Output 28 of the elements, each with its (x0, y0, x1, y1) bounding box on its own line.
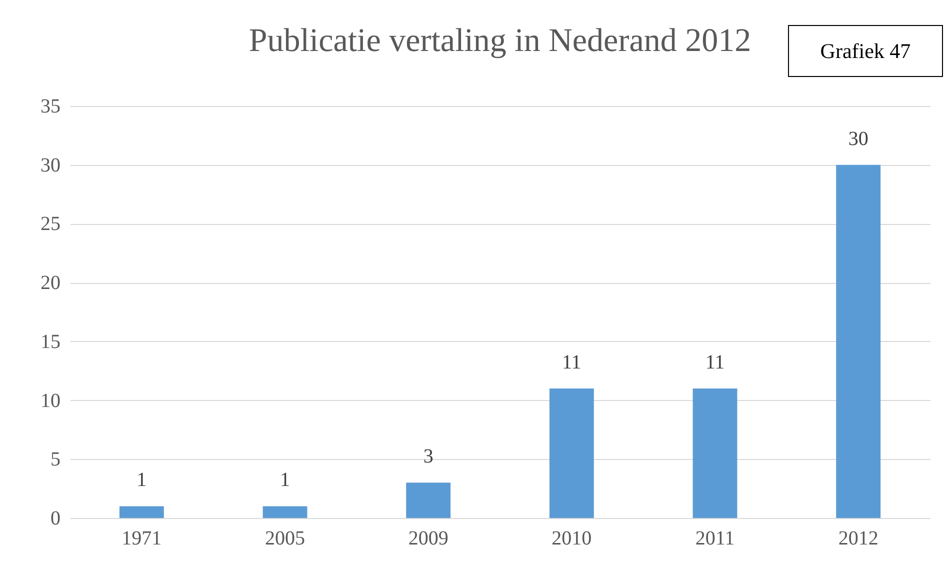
chart-title: Publicatie vertaling in Nederand 2012 (248, 23, 752, 59)
bar (406, 482, 451, 518)
data-label: 1 (280, 469, 290, 492)
y-tick-label: 25 (40, 213, 60, 236)
y-tick-label: 5 (50, 448, 60, 471)
data-label: 11 (562, 352, 582, 374)
x-tick-label: 1971 (122, 528, 162, 550)
bar (692, 388, 738, 518)
bar (549, 388, 594, 518)
y-tick-label: 0 (50, 508, 60, 530)
bar (119, 506, 164, 518)
data-label: 3 (423, 446, 434, 468)
y-tick-label: 10 (40, 390, 60, 412)
x-tick-label: 2009 (408, 528, 448, 550)
x-tick-label: 2011 (695, 528, 735, 550)
x-tick-label: 2005 (265, 528, 305, 550)
data-label: 1 (136, 469, 147, 492)
data-label: 11 (705, 352, 725, 374)
text: Grafiek 47 (788, 25, 943, 77)
data-label: 30 (848, 128, 868, 150)
y-tick-label: 20 (40, 272, 60, 294)
bar (262, 506, 308, 518)
x-tick-label: 2010 (552, 528, 592, 550)
x-tick-label: 2012 (838, 528, 878, 550)
bar (836, 164, 881, 518)
y-tick-label: 15 (40, 330, 60, 353)
y-tick-label: 35 (40, 96, 60, 118)
y-tick-label: 30 (40, 154, 60, 176)
